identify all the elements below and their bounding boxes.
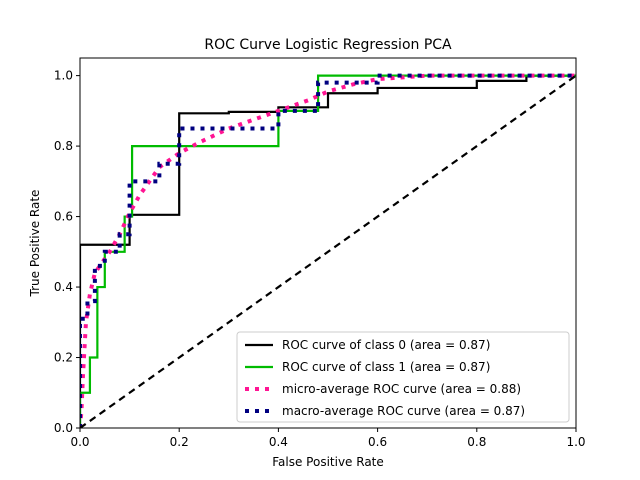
- legend: ROC curve of class 0 (area = 0.87) ROC cu…: [236, 331, 570, 423]
- series-line-1: [80, 74, 576, 428]
- x-tick-label-5: 1.0: [566, 435, 585, 449]
- y-tick-label-2: 0.4: [54, 280, 73, 294]
- legend-entry-3: macro-average ROC curve (area = 0.87): [282, 404, 525, 418]
- y-tick-label-5: 1.0: [54, 69, 73, 83]
- x-tick-label-0: 0.0: [70, 435, 89, 449]
- x-tick-label-4: 0.8: [467, 435, 486, 449]
- chance-diagonal-line: [80, 74, 576, 428]
- x-tick-label-2: 0.4: [269, 435, 288, 449]
- legend-entry-2: micro-average ROC curve (area = 0.88): [282, 382, 521, 396]
- x-axis-label: False Positive Rate: [272, 455, 384, 469]
- legend-entry-0: ROC curve of class 0 (area = 0.87): [282, 338, 490, 352]
- y-tick-label-3: 0.6: [54, 210, 73, 224]
- axes: 0.0 0.2 0.4 0.6 0.8 1.0 0.0 0.2 0.4 0.6 0.8 1.0: [54, 57, 586, 449]
- y-tick-label-4: 0.8: [54, 139, 73, 153]
- y-tick-label-0: 0.0: [54, 421, 73, 435]
- series-line-3: [80, 73, 576, 428]
- series-line-2: [80, 73, 576, 428]
- y-axis-label: True Positive Rate: [28, 190, 42, 298]
- axes-frame: [79, 57, 577, 429]
- x-tick-label-3: 0.6: [368, 435, 387, 449]
- plot-area: [80, 73, 576, 428]
- legend-box: [236, 331, 570, 423]
- y-tick-label-1: 0.2: [54, 351, 73, 365]
- chart-title: ROC Curve Logistic Regression PCA: [204, 37, 452, 53]
- x-tick-label-1: 0.2: [170, 435, 189, 449]
- legend-entry-1: ROC curve of class 1 (area = 0.87): [282, 360, 490, 374]
